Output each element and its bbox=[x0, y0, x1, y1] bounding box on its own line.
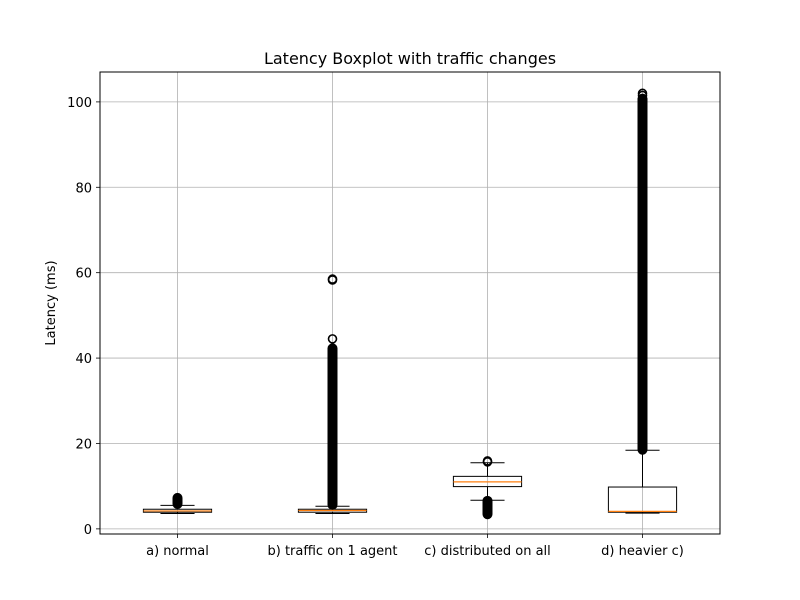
outlier-band bbox=[327, 343, 338, 510]
y-tick-label: 0 bbox=[84, 523, 92, 538]
plot-frame bbox=[99, 71, 721, 535]
x-tick-label: d) heavier c) bbox=[601, 544, 684, 559]
y-tick-label: 20 bbox=[75, 437, 92, 452]
box-3 bbox=[452, 456, 523, 520]
y-tick-label: 100 bbox=[67, 96, 92, 111]
outlier-point bbox=[637, 88, 648, 99]
chart-title: Latency Boxplot with traffic changes bbox=[264, 49, 556, 68]
box-4 bbox=[607, 88, 678, 514]
boxes-layer bbox=[142, 88, 678, 520]
y-tick-label: 80 bbox=[75, 181, 92, 196]
outlier-band bbox=[482, 495, 493, 520]
box-iqr bbox=[607, 486, 678, 513]
x-tick-label: b) traffic on 1 agent bbox=[268, 544, 398, 559]
x-axis-ticks: a) normal b) traffic on 1 agent c) distrib… bbox=[146, 534, 684, 559]
y-tick-label: 40 bbox=[75, 352, 92, 367]
x-tick-label: a) normal bbox=[146, 544, 209, 559]
x-tick-label: c) distributed on all bbox=[424, 544, 551, 559]
y-axis-label: Latency (ms) bbox=[44, 260, 59, 345]
y-axis-ticks: 0 20 40 60 80 100 bbox=[67, 96, 100, 538]
outlier-point bbox=[327, 274, 338, 284]
outlier-band bbox=[637, 93, 648, 455]
outlier-point bbox=[327, 334, 338, 344]
y-tick-label: 60 bbox=[75, 267, 92, 282]
box-1 bbox=[142, 492, 213, 515]
box-2 bbox=[297, 274, 368, 515]
